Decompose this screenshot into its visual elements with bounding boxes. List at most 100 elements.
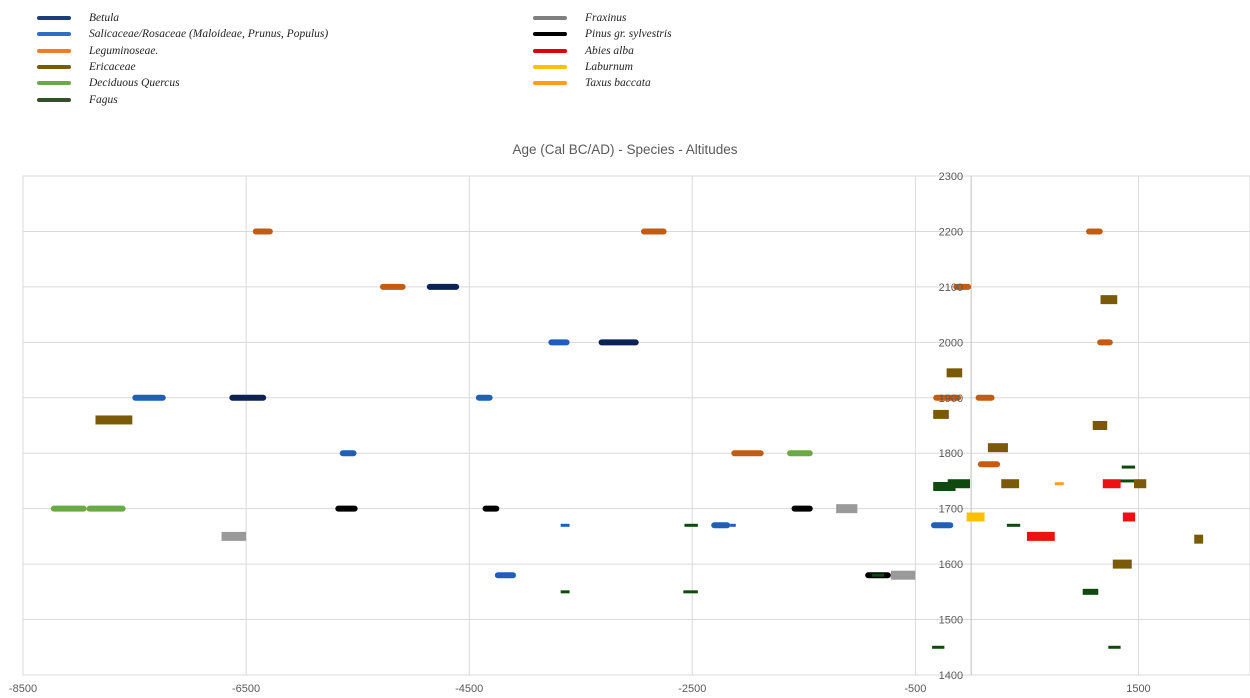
legend-item-quercus: Deciduous Quercus (37, 75, 328, 91)
bar-fagus (871, 573, 885, 577)
legend-swatch-fraxinus (533, 16, 567, 21)
legend-item-salicaceae: Salicaceae/Rosaceae (Maloideae, Prunus, … (37, 26, 328, 42)
legend-swatch-abies (533, 48, 567, 53)
bar-fagus (684, 523, 698, 527)
bar-salicaceae (730, 523, 736, 527)
x-tick-label: -500 (904, 683, 926, 695)
legend-label-fraxinus: Fraxinus (585, 12, 627, 25)
y-tick-label: 1400 (939, 670, 963, 682)
y-tick-label: 1900 (939, 393, 963, 405)
legend-swatch-quercus (37, 81, 71, 86)
legend-swatch-betula (37, 16, 71, 21)
bar-betula (426, 283, 460, 290)
bar-fagus (1108, 645, 1121, 649)
x-tick-label: -4500 (455, 683, 483, 695)
legend-item-fagus: Fagus (37, 91, 328, 107)
bar-betula (598, 339, 639, 346)
legend-swatch-taxus (533, 81, 567, 86)
bar-leguminoseae (379, 283, 406, 290)
bar-ericaceae (1092, 421, 1108, 430)
bar-abies (1042, 531, 1055, 541)
bar-salicaceae (475, 394, 493, 401)
bar-abies (1026, 531, 1045, 541)
legend-label-quercus: Deciduous Quercus (89, 77, 180, 90)
x-tick-label: -2500 (678, 683, 706, 695)
bar-abies (1122, 512, 1136, 522)
bar-pinus (335, 505, 358, 512)
legend-item-ericaceae: Ericaceae (37, 59, 328, 75)
bar-fagus (683, 590, 698, 594)
bar-leguminoseae (252, 228, 273, 235)
legend-item-fraxinus: Fraxinus (533, 10, 672, 26)
plot-border (22, 175, 1250, 676)
y-tick-label: 1800 (939, 448, 963, 460)
legend-swatch-ericaceae (37, 65, 71, 70)
legend-left: Betula Salicaceae/Rosaceae (Maloideae, Pr… (37, 10, 328, 108)
bar-leguminoseae (933, 394, 962, 401)
y-tick-label: 2100 (939, 282, 963, 294)
bar-fagus (1119, 479, 1134, 483)
bar-quercus (787, 450, 813, 457)
bar-leguminoseae (977, 461, 1001, 468)
bar-ericaceae (933, 409, 949, 419)
bar-betula (229, 394, 267, 401)
bar-leguminoseae (975, 394, 995, 401)
bar-ericaceae (946, 368, 963, 378)
bar-quercus (86, 505, 126, 512)
bar-ericaceae (1112, 559, 1132, 569)
legend-right: Fraxinus Pinus gr. sylvestris Abies alba La… (533, 10, 672, 91)
bar-salicaceae (711, 522, 731, 529)
legend-swatch-salicaceae (37, 32, 71, 37)
bar-quercus (50, 505, 87, 512)
bar-fagus (933, 481, 956, 491)
y-tick-label: 1500 (939, 615, 963, 627)
y-tick-label: 1700 (939, 504, 963, 516)
chart-title: Age (Cal BC/AD) - Species - Altitudes (512, 142, 738, 157)
legend-label-fagus: Fagus (89, 93, 118, 106)
bar-pinus (791, 505, 813, 512)
legend-item-abies: Abies alba (533, 43, 672, 59)
legend-label-laburnum: Laburnum (585, 61, 633, 74)
legend-item-taxus: Taxus baccata (533, 75, 672, 91)
bar-leguminoseae (953, 283, 972, 290)
bar-ericaceae (1194, 534, 1204, 544)
legend-label-leguminoseae: Leguminoseae. (89, 44, 159, 57)
x-tick-label: -6500 (232, 683, 260, 695)
legend-label-pinus: Pinus gr. sylvestris (585, 28, 672, 41)
bar-salicaceae (339, 450, 357, 457)
x-tick-label: -8500 (9, 683, 37, 695)
y-tick-label: 2200 (939, 226, 963, 238)
bar-ericaceae (1133, 479, 1147, 489)
legend-item-pinus: Pinus gr. sylvestris (533, 26, 672, 42)
bar-leguminoseae (731, 450, 764, 457)
bar-salicaceae (930, 522, 954, 529)
legend-label-abies: Abies alba (585, 44, 634, 57)
bar-leguminoseae (640, 228, 667, 235)
bar-fagus (932, 645, 945, 649)
bar-taxus (1054, 482, 1064, 486)
legend-item-leguminoseae: Leguminoseae. (37, 43, 328, 59)
bar-leguminoseae (1086, 228, 1103, 235)
bar-ericaceae (987, 443, 1008, 453)
bar-salicaceae (548, 339, 570, 346)
y-tick-label: 2000 (939, 337, 963, 349)
bar-fagus (1082, 588, 1099, 595)
bar-salicaceae (132, 394, 166, 401)
legend-swatch-fagus (37, 97, 71, 102)
bar-ericaceae (95, 415, 133, 425)
y-tick-label: 2300 (939, 171, 963, 183)
bar-fagus (1006, 523, 1021, 527)
legend-label-ericaceae: Ericaceae (89, 61, 136, 74)
legend-label-betula: Betula (89, 12, 120, 25)
bar-fagus (1121, 465, 1136, 469)
bar-fraxinus (890, 570, 916, 580)
bar-pinus (482, 505, 500, 512)
legend-swatch-leguminoseae (37, 48, 71, 53)
bar-fagus (947, 479, 971, 489)
bar-salicaceae (494, 572, 517, 579)
bar-fraxinus (836, 504, 858, 514)
legend-item-betula: Betula (37, 10, 328, 26)
bar-leguminoseae (1097, 339, 1113, 346)
legend-item-laburnum: Laburnum (533, 59, 672, 75)
